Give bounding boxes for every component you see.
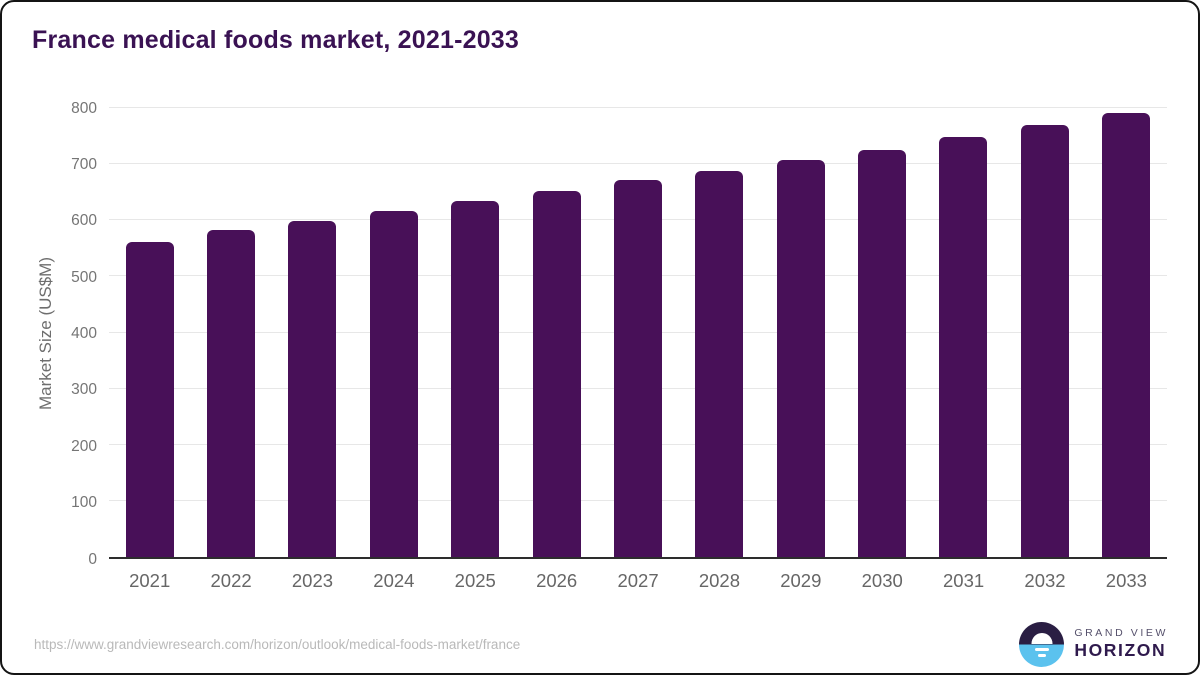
x-axis-labels: 2021 2022 2023 2024 2025 2026 2027 2028 2029 2030… bbox=[109, 570, 1167, 592]
x-label-2029: 2029 bbox=[780, 570, 822, 591]
y-tick-200: 200 bbox=[71, 437, 97, 455]
bars-container bbox=[109, 108, 1167, 557]
x-label-2026: 2026 bbox=[536, 570, 578, 591]
bar-2022 bbox=[207, 230, 256, 557]
brand-name-bottom: HORIZON bbox=[1074, 639, 1167, 660]
x-label-2032: 2032 bbox=[1024, 570, 1066, 591]
x-label-2028: 2028 bbox=[698, 570, 740, 591]
y-tick-400: 400 bbox=[71, 324, 97, 342]
x-label-2031: 2031 bbox=[943, 570, 985, 591]
y-tick-500: 500 bbox=[71, 268, 97, 286]
bar-2032 bbox=[1020, 125, 1069, 557]
bar-2024 bbox=[369, 210, 418, 557]
y-tick-labels: 0 100 200 300 400 500 600 700 800 bbox=[2, 100, 97, 566]
bar-2026 bbox=[532, 190, 581, 557]
y-tick-700: 700 bbox=[71, 155, 97, 173]
bar-2030 bbox=[858, 149, 907, 557]
source-url: https://www.grandviewresearch.com/horizo… bbox=[34, 636, 521, 652]
bar-2031 bbox=[939, 137, 988, 557]
plot-area bbox=[109, 107, 1167, 559]
reflection-dash bbox=[1034, 647, 1049, 651]
sun-shape bbox=[1031, 633, 1053, 644]
horizon-sunrise-icon bbox=[1019, 621, 1065, 667]
x-label-2025: 2025 bbox=[454, 570, 496, 591]
x-label-2022: 2022 bbox=[210, 570, 252, 591]
x-label-2030: 2030 bbox=[861, 570, 903, 591]
bar-2033 bbox=[1102, 113, 1151, 557]
x-label-2024: 2024 bbox=[373, 570, 415, 591]
brand-logo: GRAND VIEW HORIZON bbox=[1019, 621, 1168, 667]
y-tick-100: 100 bbox=[71, 493, 97, 511]
chart-title: France medical foods market, 2021-2033 bbox=[32, 26, 520, 54]
brand-logo-text: GRAND VIEW HORIZON bbox=[1074, 627, 1168, 662]
bar-2025 bbox=[451, 201, 500, 557]
x-label-2027: 2027 bbox=[617, 570, 659, 591]
brand-name-top: GRAND VIEW bbox=[1074, 626, 1168, 639]
y-tick-0: 0 bbox=[88, 550, 97, 568]
footer: https://www.grandviewresearch.com/horizo… bbox=[34, 618, 1168, 670]
y-tick-800: 800 bbox=[71, 99, 97, 117]
y-tick-300: 300 bbox=[71, 381, 97, 399]
y-tick-600: 600 bbox=[71, 212, 97, 229]
bar-2021 bbox=[125, 241, 174, 557]
bar-2029 bbox=[776, 159, 825, 557]
reflection-dash bbox=[1037, 653, 1046, 657]
gridline-700 bbox=[109, 163, 1167, 165]
bar-2028 bbox=[695, 170, 744, 557]
x-label-2023: 2023 bbox=[291, 570, 334, 591]
bar-2027 bbox=[613, 180, 662, 557]
bar-2023 bbox=[288, 220, 337, 557]
x-label-2021: 2021 bbox=[129, 570, 171, 591]
gridline-800 bbox=[109, 107, 1167, 108]
x-label-2033: 2033 bbox=[1105, 570, 1147, 591]
